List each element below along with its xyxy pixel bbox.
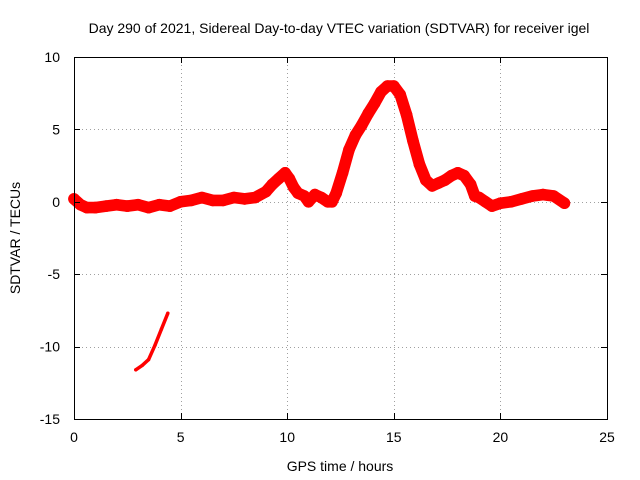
data-point (160, 328, 163, 331)
y-tick-label: 10 (44, 49, 60, 65)
data-point (330, 187, 342, 199)
data-point (356, 119, 368, 131)
data-point (147, 358, 150, 361)
data-series (68, 80, 570, 371)
data-point (527, 190, 539, 202)
data-point (196, 192, 208, 204)
series-main (74, 86, 564, 208)
chart-title: Day 290 of 2021, Sidereal Day-to-day VTE… (89, 20, 590, 36)
y-tick-label: 5 (52, 121, 60, 137)
data-point (186, 195, 198, 207)
data-point (548, 190, 560, 202)
axis-ticks (74, 57, 608, 420)
x-axis-label: GPS time / hours (287, 458, 394, 474)
x-tick-labels: 0 5 10 15 20 25 (70, 429, 615, 445)
data-point (228, 192, 240, 204)
data-point (369, 98, 381, 110)
x-tick-label: 15 (386, 429, 402, 445)
data-point (394, 89, 406, 101)
data-point (90, 202, 102, 214)
x-tick-label: 0 (70, 429, 78, 445)
data-point (164, 200, 176, 212)
data-point (111, 199, 123, 211)
x-tick-label: 25 (599, 429, 615, 445)
data-point (132, 199, 144, 211)
data-point (343, 144, 355, 156)
chart: Day 290 of 2021, Sidereal Day-to-day VTE… (0, 0, 640, 480)
data-point (143, 202, 155, 214)
data-point (337, 167, 349, 179)
grid (74, 57, 607, 419)
data-point (505, 196, 517, 208)
data-point (207, 195, 219, 207)
data-point (122, 200, 134, 212)
data-point (414, 158, 426, 170)
data-point (537, 189, 549, 201)
data-point (495, 197, 507, 209)
data-point (249, 192, 261, 204)
y-tick-label: -10 (40, 339, 60, 355)
data-point (153, 344, 156, 347)
y-tick-label: -5 (48, 266, 61, 282)
data-point (516, 193, 528, 205)
series-short-arc (136, 313, 168, 370)
data-point (217, 195, 229, 207)
data-point (154, 199, 166, 211)
data-point (407, 135, 419, 147)
x-tick-label: 20 (493, 429, 509, 445)
data-point (239, 193, 251, 205)
data-point (350, 129, 362, 141)
x-tick-label: 5 (177, 429, 185, 445)
data-point (100, 200, 112, 212)
data-point (362, 108, 374, 120)
data-point (559, 197, 571, 209)
y-tick-label: 0 (52, 194, 60, 210)
data-point (166, 312, 169, 315)
plot-frame (75, 58, 608, 420)
data-point (134, 368, 137, 371)
y-axis-label: SDTVAR / TECUs (7, 182, 23, 294)
data-point (175, 196, 187, 208)
data-point (401, 109, 413, 121)
x-tick-label: 10 (279, 429, 295, 445)
y-tick-labels: -15 -10 -5 0 5 10 (40, 49, 60, 427)
data-point (141, 364, 144, 367)
y-tick-label: -15 (40, 411, 60, 427)
data-point (465, 179, 477, 191)
